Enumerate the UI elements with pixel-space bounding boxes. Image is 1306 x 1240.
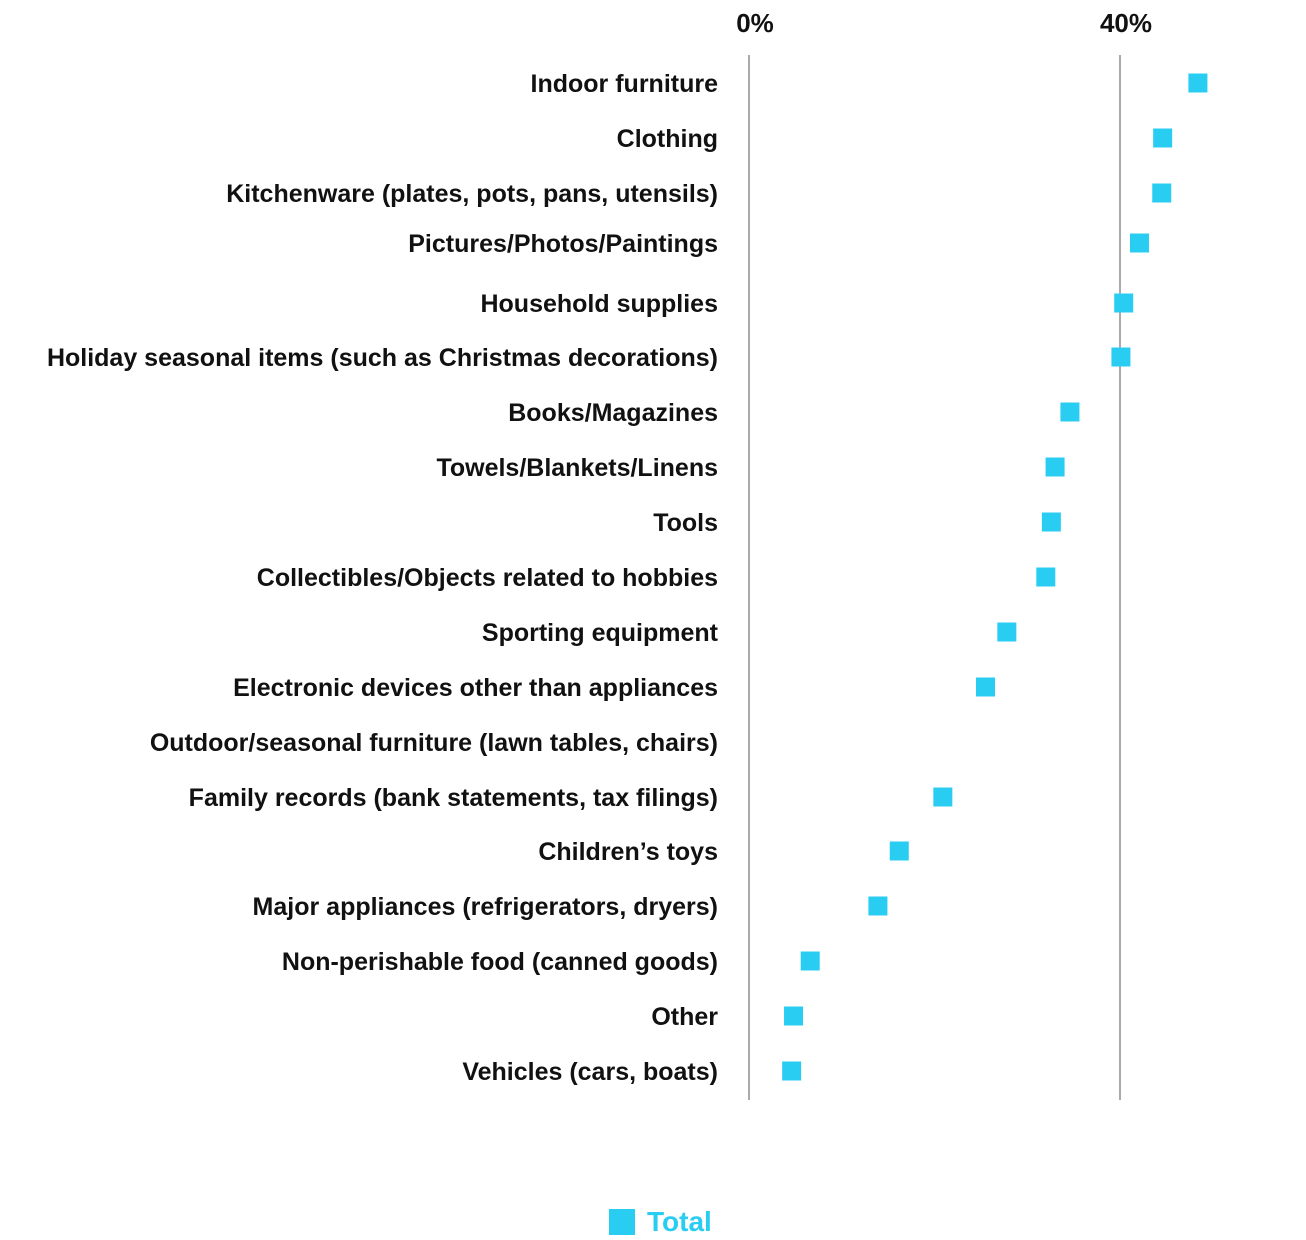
legend: Total — [609, 1206, 712, 1237]
data-point — [1111, 347, 1131, 367]
category-label: Major appliances (refrigerators, dryers) — [253, 893, 718, 921]
category-label: Electronic devices other than appliances — [233, 674, 718, 702]
category-label: Books/Magazines — [508, 399, 718, 427]
category-label: Towels/Blankets/Linens — [436, 454, 718, 482]
x-tick-label-0: 0% — [736, 8, 774, 38]
gridlines — [748, 55, 1121, 1100]
data-point — [1129, 233, 1149, 253]
category-label: Sporting equipment — [482, 619, 719, 647]
data-point — [889, 841, 909, 861]
data-point — [1060, 402, 1080, 422]
data-point — [976, 677, 996, 697]
legend-label-total: Total — [647, 1206, 712, 1237]
category-label: Holiday seasonal items (such as Christma… — [47, 344, 718, 372]
category-label: Household supplies — [480, 290, 718, 318]
data-point — [997, 622, 1017, 642]
data-point — [1036, 567, 1056, 587]
data-point — [1153, 128, 1173, 148]
data-points — [782, 73, 1208, 1081]
category-label: Non-perishable food (canned goods) — [282, 948, 718, 976]
category-label: Collectibles/Objects related to hobbies — [257, 564, 718, 592]
data-point — [800, 951, 820, 971]
data-point — [1114, 293, 1134, 313]
data-point — [1041, 512, 1061, 532]
category-label: Other — [651, 1003, 718, 1031]
x-tick-label-40: 40% — [1100, 8, 1152, 38]
data-point — [1152, 183, 1172, 203]
category-label: Clothing — [617, 125, 718, 153]
data-point — [1188, 73, 1208, 93]
category-label: Indoor furniture — [531, 70, 719, 98]
category-label: Family records (bank statements, tax fil… — [189, 784, 718, 812]
data-point — [1045, 457, 1065, 477]
data-point — [782, 1061, 802, 1081]
x-tick-labels: 0% 40% — [736, 8, 1152, 38]
category-label: Children’s toys — [538, 838, 718, 866]
category-label: Vehicles (cars, boats) — [462, 1058, 718, 1086]
category-label: Pictures/Photos/Paintings — [408, 230, 718, 258]
data-point — [868, 896, 888, 916]
legend-swatch — [609, 1209, 635, 1235]
category-label: Kitchenware (plates, pots, pans, utensil… — [226, 180, 718, 208]
category-labels: Indoor furniture Clothing Kitchenware (pla… — [47, 70, 719, 1086]
data-point — [933, 787, 953, 807]
category-label: Tools — [653, 509, 718, 537]
category-label: Outdoor/seasonal furniture (lawn tables,… — [150, 729, 718, 757]
data-point — [784, 1006, 804, 1026]
